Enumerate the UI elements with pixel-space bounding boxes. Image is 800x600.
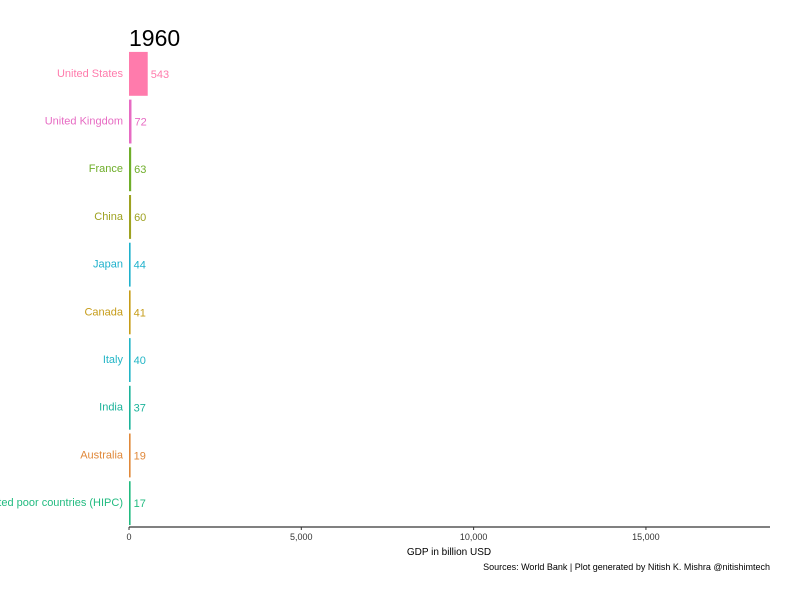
value-label: 40 bbox=[134, 355, 146, 367]
category-label: Australia bbox=[80, 449, 124, 461]
category-label: Italy bbox=[103, 354, 124, 366]
category-label: Japan bbox=[93, 259, 123, 271]
category-label: India bbox=[99, 402, 124, 414]
value-label: 44 bbox=[134, 260, 146, 272]
category-label: France bbox=[89, 163, 123, 175]
bar bbox=[129, 338, 131, 382]
bar bbox=[129, 290, 131, 335]
bar bbox=[129, 51, 148, 96]
x-tick-label: 15,000 bbox=[632, 532, 660, 542]
bar bbox=[129, 385, 131, 430]
bars-group bbox=[129, 51, 148, 526]
bar bbox=[129, 433, 131, 478]
x-axis-title: GDP in billion USD bbox=[407, 547, 491, 558]
bar bbox=[129, 242, 131, 287]
x-tick-label: 10,000 bbox=[460, 532, 488, 542]
value-label: 19 bbox=[134, 450, 146, 462]
value-label: 543 bbox=[151, 69, 169, 81]
value-label: 41 bbox=[134, 307, 146, 319]
category-label: United Kingdom bbox=[45, 115, 123, 127]
bar bbox=[129, 195, 132, 239]
chart-title: 1960 bbox=[129, 25, 180, 51]
category-label: United States bbox=[57, 68, 124, 80]
value-label: 63 bbox=[134, 164, 146, 176]
category-label: Heavily indebted poor countries (HIPC) bbox=[0, 497, 123, 509]
x-axis-ticks: 0 5,000 10,000 15,000 bbox=[126, 527, 660, 542]
value-label: 72 bbox=[134, 116, 146, 128]
bar bbox=[129, 481, 131, 526]
value-label: 17 bbox=[134, 498, 146, 510]
category-label: China bbox=[94, 211, 124, 223]
category-labels: United States United Kingdom France China Ja… bbox=[0, 68, 124, 509]
value-label: 37 bbox=[134, 403, 146, 415]
value-labels: 543 72 63 60 44 41 40 37 19 17 bbox=[134, 69, 169, 510]
bar bbox=[129, 99, 132, 144]
category-label: Canada bbox=[84, 306, 123, 318]
bar bbox=[129, 147, 132, 192]
x-tick-label: 5,000 bbox=[290, 532, 313, 542]
value-label: 60 bbox=[134, 212, 146, 224]
x-tick-label: 0 bbox=[126, 532, 131, 542]
chart-caption: Sources: World Bank | Plot generated by … bbox=[483, 562, 770, 572]
